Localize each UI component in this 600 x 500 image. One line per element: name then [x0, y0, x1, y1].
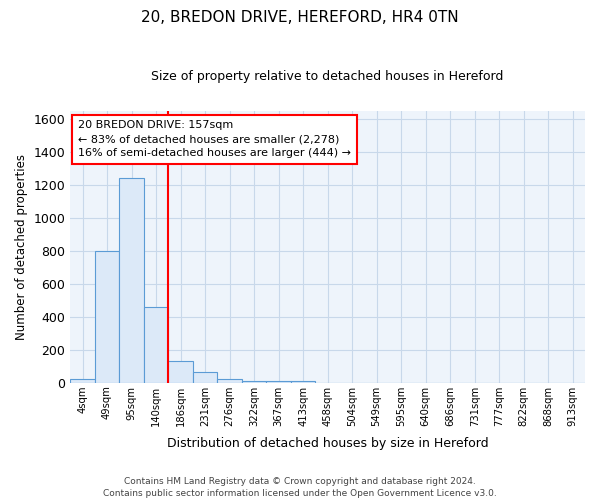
Y-axis label: Number of detached properties: Number of detached properties	[15, 154, 28, 340]
Bar	[169, 362, 193, 382]
Bar	[144, 307, 169, 382]
Text: 20, BREDON DRIVE, HEREFORD, HR4 0TN: 20, BREDON DRIVE, HEREFORD, HR4 0TN	[141, 10, 459, 25]
X-axis label: Distribution of detached houses by size in Hereford: Distribution of detached houses by size …	[167, 437, 488, 450]
Text: Contains HM Land Registry data © Crown copyright and database right 2024.
Contai: Contains HM Land Registry data © Crown c…	[103, 476, 497, 498]
Bar	[70, 380, 95, 382]
Bar	[266, 381, 291, 382]
Title: Size of property relative to detached houses in Hereford: Size of property relative to detached ho…	[151, 70, 504, 83]
Bar	[95, 251, 119, 382]
Text: 20 BREDON DRIVE: 157sqm
← 83% of detached houses are smaller (2,278)
16% of semi: 20 BREDON DRIVE: 157sqm ← 83% of detache…	[78, 120, 351, 158]
Bar	[217, 378, 242, 382]
Bar	[242, 381, 266, 382]
Bar	[193, 372, 217, 382]
Bar	[119, 178, 144, 382]
Bar	[291, 381, 316, 382]
